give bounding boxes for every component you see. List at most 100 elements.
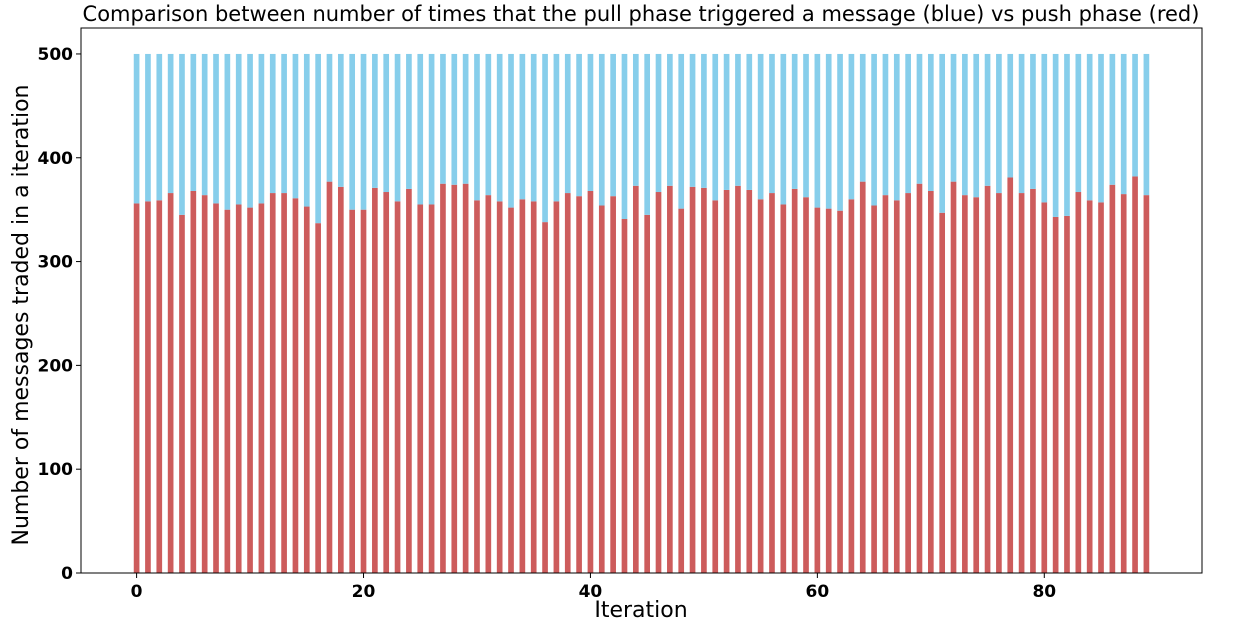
bar-push-68 (905, 193, 911, 573)
bar-pull-42 (610, 53, 616, 197)
bar-push-38 (564, 193, 571, 573)
bar-pull-31 (485, 53, 492, 196)
bar-push-45 (644, 214, 651, 574)
bar-push-9 (235, 204, 242, 574)
bar-push-58 (791, 188, 798, 573)
bar-push-19 (349, 209, 356, 574)
bar-pull-27 (440, 53, 446, 184)
bar-push-85 (1098, 202, 1104, 573)
bar-pull-17 (326, 53, 333, 182)
bars-group (133, 53, 1150, 574)
bar-push-39 (576, 196, 582, 574)
bar-pull-40 (587, 53, 594, 191)
bar-pull-53 (735, 53, 741, 186)
bar-pull-82 (1064, 53, 1070, 216)
bar-push-84 (1086, 200, 1093, 573)
bar-push-66 (882, 195, 889, 573)
bar-pull-55 (757, 53, 764, 200)
bar-push-56 (769, 193, 775, 573)
bar-push-63 (848, 199, 855, 574)
bar-push-69 (916, 183, 923, 573)
bar-push-73 (962, 195, 968, 573)
bar-push-6 (201, 195, 208, 573)
bar-pull-46 (655, 53, 662, 193)
bar-pull-19 (349, 53, 356, 210)
y-axis-ticks: 0 100 200 300 400 500 (38, 45, 81, 584)
bar-pull-75 (984, 53, 991, 186)
bar-push-70 (927, 190, 934, 574)
bar-pull-59 (803, 53, 809, 198)
bar-push-86 (1109, 184, 1116, 573)
bar-push-18 (337, 186, 344, 573)
bar-pull-4 (179, 53, 185, 215)
bar-pull-88 (1132, 53, 1138, 177)
bar-pull-86 (1109, 53, 1116, 185)
bar-push-1 (145, 201, 151, 574)
bar-pull-9 (235, 53, 242, 205)
bar-push-82 (1064, 215, 1070, 573)
bar-pull-26 (428, 53, 435, 205)
bar-push-80 (1041, 202, 1048, 573)
bar-push-4 (179, 214, 185, 574)
bar-pull-36 (542, 53, 548, 223)
bar-pull-7 (213, 53, 219, 204)
bar-pull-29 (462, 53, 469, 184)
bar-push-0 (133, 203, 140, 573)
bar-pull-37 (553, 53, 560, 202)
bar-pull-2 (156, 53, 163, 201)
bar-push-75 (984, 185, 991, 574)
bar-pull-32 (496, 53, 503, 202)
bar-pull-77 (1007, 53, 1014, 178)
y-tick-label: 500 (38, 45, 74, 65)
bar-push-55 (757, 199, 764, 574)
x-tick-label: 60 (806, 582, 830, 602)
bar-pull-60 (814, 53, 821, 208)
bar-push-29 (462, 183, 469, 573)
bar-push-5 (190, 190, 197, 574)
bar-pull-76 (996, 53, 1002, 194)
bar-push-2 (156, 200, 163, 573)
chart-title: Comparison between number of times that … (83, 2, 1200, 26)
bar-pull-39 (576, 53, 582, 197)
bar-pull-28 (451, 53, 458, 185)
bar-pull-33 (508, 53, 514, 208)
bar-pull-30 (474, 53, 480, 201)
bar-push-42 (610, 196, 616, 574)
bar-pull-10 (247, 53, 253, 208)
bar-push-74 (973, 197, 980, 573)
bar-push-51 (712, 200, 719, 573)
bar-push-79 (1030, 188, 1036, 573)
plot-frame (80, 27, 1203, 574)
bar-pull-15 (303, 53, 310, 207)
bar-pull-70 (927, 53, 934, 191)
bar-pull-83 (1075, 53, 1082, 193)
bar-pull-21 (372, 53, 378, 188)
bar-pull-79 (1030, 53, 1036, 189)
bar-pull-50 (701, 53, 707, 188)
bar-push-33 (508, 207, 514, 573)
bar-push-43 (621, 219, 628, 573)
bar-pull-16 (315, 53, 321, 224)
x-tick-label: 80 (1032, 582, 1056, 602)
bar-push-21 (372, 187, 378, 573)
bar-pull-66 (882, 53, 889, 196)
bar-push-27 (440, 183, 446, 573)
bar-push-52 (723, 189, 730, 573)
y-tick-label: 0 (61, 564, 73, 584)
bar-push-65 (871, 205, 877, 573)
bar-push-87 (1120, 194, 1127, 573)
bar-push-31 (485, 195, 492, 573)
bar-pull-78 (1018, 53, 1025, 194)
bar-push-28 (451, 184, 458, 573)
x-axis-ticks: 0 20 40 60 80 (131, 573, 1056, 602)
bar-pull-54 (746, 53, 753, 190)
bar-pull-5 (190, 53, 197, 191)
bar-push-13 (281, 193, 287, 573)
bar-push-16 (315, 223, 321, 573)
bar-pull-12 (269, 53, 276, 194)
bar-pull-64 (859, 53, 866, 182)
bar-push-64 (859, 181, 866, 573)
bar-pull-74 (973, 53, 980, 198)
bar-push-17 (326, 181, 333, 573)
bar-pull-67 (893, 53, 900, 201)
